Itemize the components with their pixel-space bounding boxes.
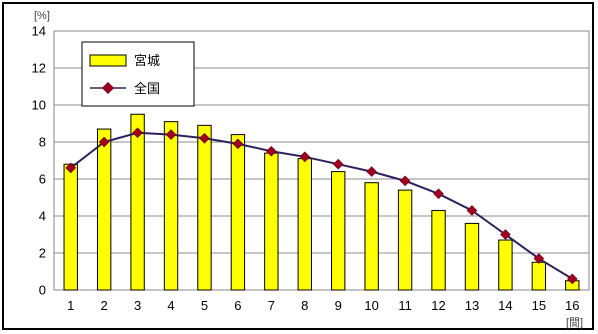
x-ticks: 1 2 3 4 5 6 7 8 9 10 11 12 13 14 15 16 — [67, 298, 579, 313]
x-tick-label: 15 — [532, 298, 546, 313]
marker-national — [500, 229, 511, 240]
marker-national — [366, 166, 377, 177]
x-unit-label: [間] — [566, 316, 583, 329]
line-national — [70, 131, 573, 280]
marker-national — [98, 136, 110, 148]
bar-miyagi — [331, 171, 346, 291]
x-tick-label: 7 — [268, 298, 275, 313]
x-tick-label: 1 — [67, 298, 74, 313]
plot-area — [53, 30, 590, 291]
bar-miyagi — [397, 189, 413, 291]
bar-miyagi — [130, 113, 145, 291]
x-tick-label: 16 — [565, 298, 579, 313]
marker-national — [533, 253, 545, 264]
marker-national — [199, 132, 210, 144]
bar-miyagi — [364, 182, 379, 291]
bar-miyagi — [230, 134, 246, 291]
y-tick-label: 14 — [32, 24, 46, 39]
bar-miyagi — [464, 222, 480, 291]
marker-national — [566, 273, 578, 285]
marker-national — [266, 145, 277, 157]
y-tick-label: 0 — [39, 283, 46, 298]
marker-national — [65, 162, 77, 174]
x-tick-label: 11 — [398, 298, 412, 313]
x-tick-label: 5 — [201, 298, 208, 313]
x-tick-label: 10 — [364, 298, 378, 313]
chart-frame: 0 2 4 6 8 10 12 14 1 2 3 4 5 6 7 8 9 10 11 12 13 14 15 16 [%] … — [2, 2, 594, 330]
y-tick-label: 4 — [39, 209, 46, 224]
bar-miyagi — [163, 121, 179, 291]
legend-label-miyagi: 宮城 — [134, 53, 160, 69]
legend-bar-swatch — [89, 54, 127, 67]
y-unit-label: [%] — [34, 10, 50, 22]
y-tick-label: 12 — [32, 61, 46, 76]
y-tick-label: 6 — [39, 172, 46, 187]
marker-national — [132, 127, 143, 139]
bar-miyagi — [264, 152, 279, 291]
bar-miyagi — [96, 128, 112, 291]
marker-national — [433, 188, 444, 200]
y-tick-label: 2 — [39, 246, 46, 261]
y-tick-label: 10 — [32, 98, 46, 113]
marker-national — [332, 158, 344, 170]
y-tick-label: 8 — [39, 135, 46, 150]
bar-miyagi — [63, 163, 78, 291]
marker-national — [232, 138, 244, 150]
bar-miyagi — [531, 261, 547, 291]
bar-series — [63, 113, 580, 291]
y-ticks: 0 2 4 6 8 10 12 14 — [32, 24, 46, 298]
x-tick-label: 9 — [335, 298, 342, 313]
marker-national — [399, 175, 411, 187]
legend-label-national: 全国 — [134, 81, 160, 97]
x-tick-label: 4 — [167, 298, 174, 313]
x-tick-label: 14 — [498, 298, 512, 313]
legend-box — [81, 41, 195, 107]
bar-miyagi — [431, 209, 446, 291]
line-series — [65, 127, 578, 285]
marker-national — [165, 129, 177, 140]
marker-national — [299, 151, 311, 163]
bar-miyagi — [297, 158, 312, 291]
x-tick-label: 3 — [134, 298, 141, 313]
marker-national — [466, 205, 478, 216]
legend: 宮城 全国 — [81, 41, 195, 107]
x-tick-label: 8 — [301, 298, 308, 313]
x-tick-label: 12 — [431, 298, 445, 313]
x-tick-label: 2 — [101, 298, 108, 313]
bar-miyagi — [197, 124, 212, 291]
legend-line-marker — [101, 81, 115, 95]
bar-miyagi — [498, 239, 513, 291]
x-tick-label: 6 — [234, 298, 241, 313]
x-tick-label: 13 — [465, 298, 479, 313]
